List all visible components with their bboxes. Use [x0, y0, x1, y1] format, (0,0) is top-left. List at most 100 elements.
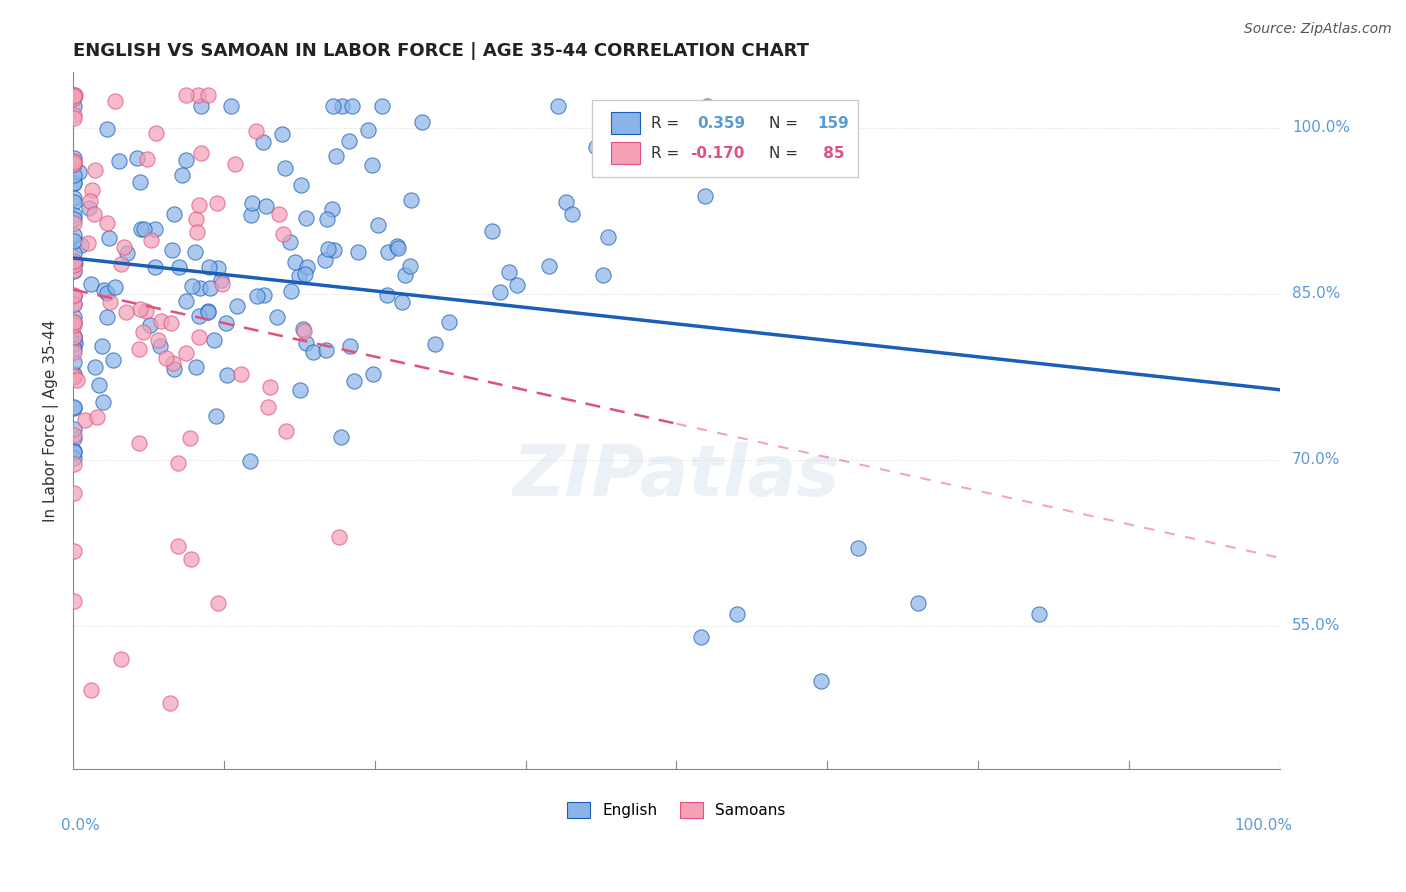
- Point: [271, 227, 294, 242]
- Point: [83, 360, 105, 375]
- Point: [295, 335, 318, 350]
- Point: [63, 288, 86, 302]
- Point: [79, 194, 101, 208]
- Point: [315, 343, 337, 357]
- Point: [274, 424, 297, 438]
- Point: [1028, 607, 1050, 622]
- Point: [63, 297, 86, 311]
- Point: [63, 316, 86, 330]
- Point: [328, 530, 350, 544]
- Point: [63, 87, 86, 102]
- Point: [149, 339, 172, 353]
- Point: [274, 161, 297, 176]
- Point: [63, 262, 86, 277]
- Point: [585, 140, 607, 154]
- Text: 70.0%: 70.0%: [1292, 452, 1340, 467]
- Point: [91, 339, 114, 353]
- Point: [128, 175, 150, 189]
- Point: [63, 594, 86, 608]
- Point: [63, 370, 86, 384]
- Point: [489, 285, 512, 299]
- Text: 159: 159: [818, 116, 849, 130]
- Point: [187, 87, 209, 102]
- Point: [339, 339, 361, 353]
- Point: [399, 259, 422, 273]
- Text: 100.0%: 100.0%: [1292, 120, 1350, 136]
- Point: [63, 245, 86, 260]
- Point: [132, 221, 155, 235]
- Point: [63, 450, 86, 465]
- Y-axis label: In Labor Force | Age 35-44: In Labor Force | Age 35-44: [44, 319, 59, 522]
- Text: -0.170: -0.170: [690, 145, 744, 161]
- Point: [110, 257, 132, 271]
- Point: [330, 430, 353, 444]
- Point: [360, 158, 382, 172]
- Point: [290, 178, 312, 192]
- Point: [63, 211, 86, 226]
- Point: [387, 239, 409, 253]
- Point: [187, 198, 209, 212]
- Point: [63, 289, 86, 303]
- Point: [91, 395, 114, 409]
- Point: [174, 153, 197, 167]
- Point: [150, 314, 173, 328]
- Point: [186, 211, 208, 226]
- Point: [63, 157, 86, 171]
- Point: [197, 304, 219, 318]
- Point: [506, 278, 529, 293]
- Point: [63, 91, 86, 105]
- Point: [63, 176, 86, 190]
- Point: [63, 342, 86, 356]
- Point: [174, 87, 197, 102]
- Point: [110, 651, 132, 665]
- Point: [207, 196, 229, 211]
- Point: [190, 98, 212, 112]
- Text: 55.0%: 55.0%: [1292, 618, 1340, 633]
- Point: [63, 208, 86, 222]
- Point: [128, 342, 150, 356]
- Point: [321, 202, 343, 216]
- Point: [77, 235, 100, 250]
- Point: [188, 329, 211, 343]
- Point: [63, 87, 86, 102]
- Point: [221, 98, 243, 112]
- Point: [481, 224, 503, 238]
- Point: [696, 98, 718, 112]
- Text: 100.0%: 100.0%: [1234, 818, 1292, 833]
- Point: [696, 161, 718, 175]
- Point: [198, 281, 221, 295]
- Point: [63, 310, 86, 325]
- Point: [160, 243, 183, 257]
- Point: [197, 87, 219, 102]
- Point: [63, 401, 86, 415]
- Point: [63, 258, 86, 272]
- Point: [547, 98, 569, 112]
- Point: [207, 596, 229, 610]
- Point: [342, 98, 364, 112]
- Text: ZIPatlas: ZIPatlas: [513, 442, 841, 511]
- Point: [207, 261, 229, 276]
- Point: [63, 335, 86, 350]
- FancyBboxPatch shape: [612, 143, 640, 164]
- Point: [361, 367, 384, 381]
- Point: [63, 256, 86, 270]
- Point: [63, 98, 86, 112]
- Point: [63, 155, 86, 169]
- Point: [63, 431, 86, 445]
- Point: [63, 331, 86, 345]
- Point: [181, 279, 204, 293]
- Point: [63, 191, 86, 205]
- Point: [693, 189, 716, 203]
- Point: [325, 149, 347, 163]
- Point: [399, 193, 422, 207]
- Point: [163, 362, 186, 376]
- Point: [315, 212, 337, 227]
- Text: Source: ZipAtlas.com: Source: ZipAtlas.com: [1244, 22, 1392, 37]
- Point: [82, 183, 104, 197]
- Point: [174, 346, 197, 360]
- Point: [167, 260, 190, 274]
- Point: [188, 281, 211, 295]
- Point: [226, 299, 249, 313]
- Point: [211, 273, 233, 287]
- Point: [63, 422, 86, 436]
